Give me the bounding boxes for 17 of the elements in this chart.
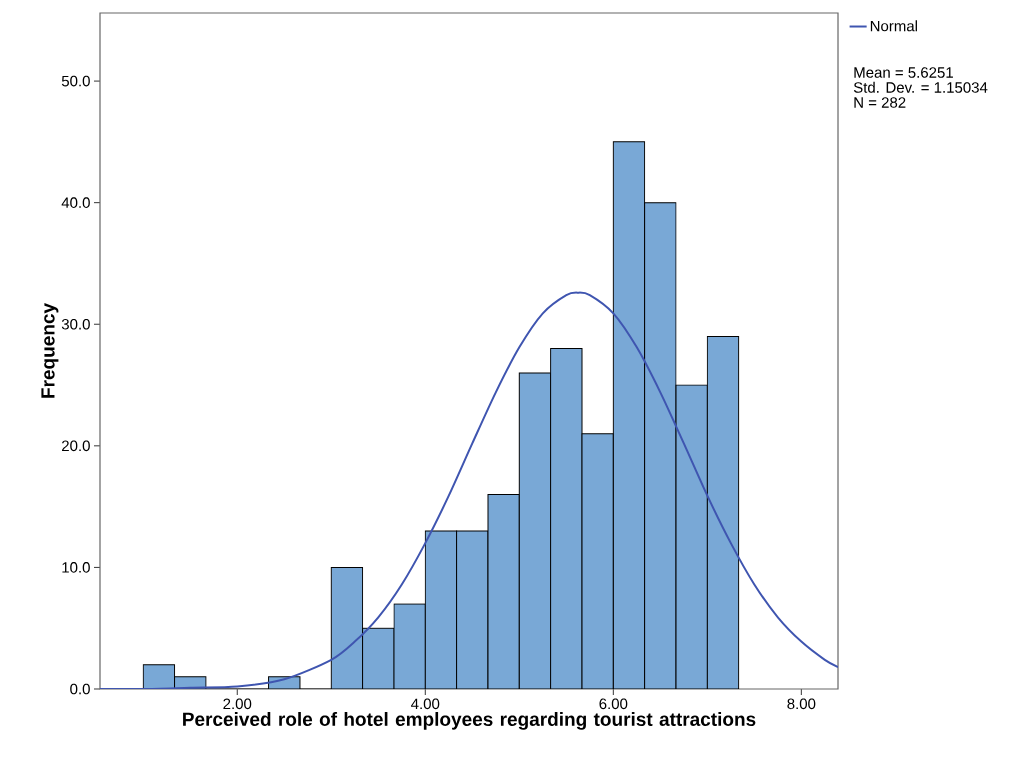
x-tick-label: 2.00 [223,698,252,710]
text: N = 282 [854,97,906,108]
line-series [100,291,838,689]
y-tick-label: 0.0 [70,683,90,695]
legend-label: Normal [870,20,917,32]
x-tick-label: 6.00 [599,698,628,710]
x-axis-title: Perceived role of hotel employees regarding tourist attractions [183,712,756,730]
y-tick-label: 40.0 [61,197,90,208]
y-tick-label: 20.0 [62,440,90,452]
x-tick-label: 4.00 [411,698,440,710]
y-tick-label: 30.0 [61,318,90,330]
text: Mean = 5.6251 [854,67,953,78]
y-tick-label: 10.0 [62,562,90,573]
x-tick-label: 8.00 [787,698,816,710]
text: Std. Dev. = 1.15034 [853,81,988,93]
y-tick-label: 50.0 [61,75,90,87]
y-axis-title: Frequency [41,303,59,398]
